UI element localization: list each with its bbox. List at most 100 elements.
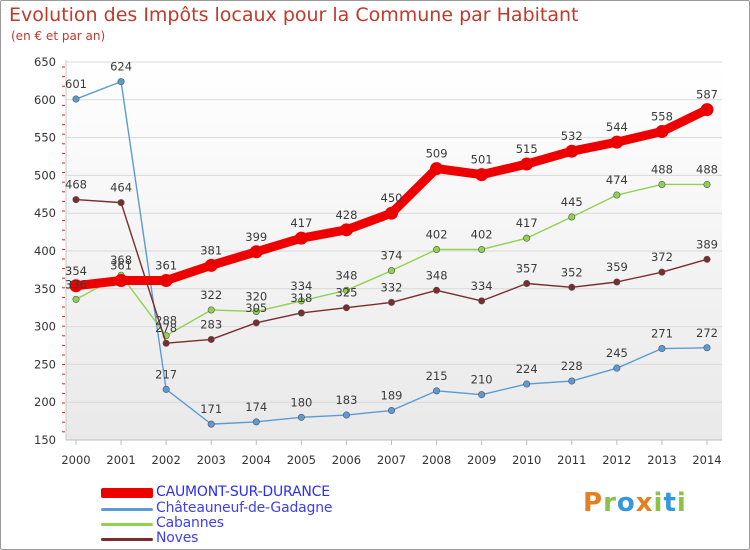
data-point: [342, 286, 350, 294]
data-point: [117, 78, 125, 86]
data-label: 417: [290, 216, 312, 230]
data-point: [658, 268, 666, 276]
y-tick-label: 450: [34, 206, 56, 220]
x-tick-label: 2000: [61, 453, 90, 467]
data-point: [207, 306, 215, 314]
legend-label: Cabannes: [156, 515, 224, 531]
data-label: 468: [65, 178, 87, 192]
data-label: 445: [561, 195, 583, 209]
data-point: [565, 144, 579, 158]
y-tick-label: 150: [34, 433, 56, 447]
data-label: 278: [155, 321, 177, 335]
data-point: [72, 196, 80, 204]
data-label: 417: [516, 216, 538, 230]
data-label: 272: [696, 326, 718, 340]
data-label: 488: [696, 162, 718, 176]
data-label: 587: [696, 88, 718, 102]
data-label: 450: [381, 191, 403, 205]
data-label: 374: [381, 249, 403, 263]
y-tick-label: 350: [34, 282, 56, 296]
data-point: [433, 245, 441, 253]
legend-swatch: [101, 488, 153, 498]
data-point: [294, 231, 308, 245]
x-tick-label: 2003: [197, 453, 226, 467]
x-tick-label: 2011: [557, 453, 586, 467]
data-label: 368: [110, 253, 132, 267]
data-point: [342, 304, 350, 312]
data-point: [249, 245, 263, 259]
data-label: 354: [65, 264, 87, 278]
data-point: [117, 199, 125, 207]
data-label: 189: [381, 389, 403, 403]
data-label: 325: [335, 286, 357, 300]
x-tick-label: 2001: [106, 453, 135, 467]
data-label: 348: [335, 268, 357, 282]
data-point: [703, 180, 711, 188]
data-label: 228: [561, 359, 583, 373]
data-label: 357: [516, 262, 538, 276]
data-label: 372: [651, 250, 673, 264]
y-tick-label: 250: [34, 357, 56, 371]
x-tick-label: 2012: [602, 453, 631, 467]
data-point: [204, 258, 218, 272]
data-label: 361: [155, 258, 177, 272]
data-point: [252, 307, 260, 315]
y-tick-label: 400: [34, 244, 56, 258]
data-point: [114, 273, 128, 287]
data-point: [387, 407, 395, 415]
data-point: [297, 413, 305, 421]
data-point: [385, 206, 398, 220]
data-label: 601: [65, 77, 87, 91]
data-label: 217: [155, 367, 177, 381]
data-point: [568, 377, 576, 385]
data-point: [478, 297, 486, 305]
data-point: [520, 157, 534, 171]
data-point: [339, 223, 353, 237]
data-label: 334: [471, 279, 493, 293]
data-label: 381: [200, 243, 222, 257]
data-label: 352: [561, 265, 583, 279]
x-tick-label: 2005: [287, 453, 316, 467]
x-tick-label: 2008: [422, 453, 451, 467]
data-label: 320: [245, 289, 267, 303]
y-tick-label: 650: [34, 55, 56, 69]
data-point: [523, 234, 531, 242]
legend-label: Châteauneuf-de-Gadagne: [156, 500, 333, 516]
plot-area: [66, 60, 722, 440]
x-tick-label: 2007: [377, 453, 406, 467]
data-point: [655, 125, 669, 139]
data-label: 271: [651, 327, 673, 341]
data-label: 334: [290, 279, 312, 293]
chart-subtitle: (en € et par an): [11, 29, 106, 43]
chart-title: Evolution des Impôts locaux pour la Comm…: [9, 4, 579, 26]
y-tick-label: 200: [34, 395, 56, 409]
data-point: [387, 267, 395, 275]
y-tick-label: 550: [34, 131, 56, 145]
data-point: [703, 255, 711, 263]
legend-label: Noves: [156, 530, 199, 546]
data-point: [159, 273, 173, 287]
y-tick-label: 500: [34, 168, 56, 182]
legend-swatch: [101, 507, 153, 511]
data-label: 389: [696, 237, 718, 251]
data-label: 361: [110, 258, 132, 272]
data-label: 402: [471, 227, 493, 241]
data-point: [162, 339, 170, 347]
data-point: [387, 298, 395, 306]
y-tick-label: 600: [34, 93, 56, 107]
data-label: 322: [200, 288, 222, 302]
x-tick-label: 2013: [647, 453, 676, 467]
data-label: 501: [471, 153, 493, 167]
data-point: [475, 168, 489, 182]
data-point: [568, 213, 576, 221]
data-label: 544: [606, 120, 628, 134]
x-tick-label: 2002: [152, 453, 181, 467]
data-point: [207, 420, 215, 428]
data-point: [658, 345, 666, 353]
data-label: 210: [471, 373, 493, 387]
data-label: 359: [606, 260, 628, 274]
data-point: [297, 309, 305, 317]
data-point: [252, 418, 260, 426]
